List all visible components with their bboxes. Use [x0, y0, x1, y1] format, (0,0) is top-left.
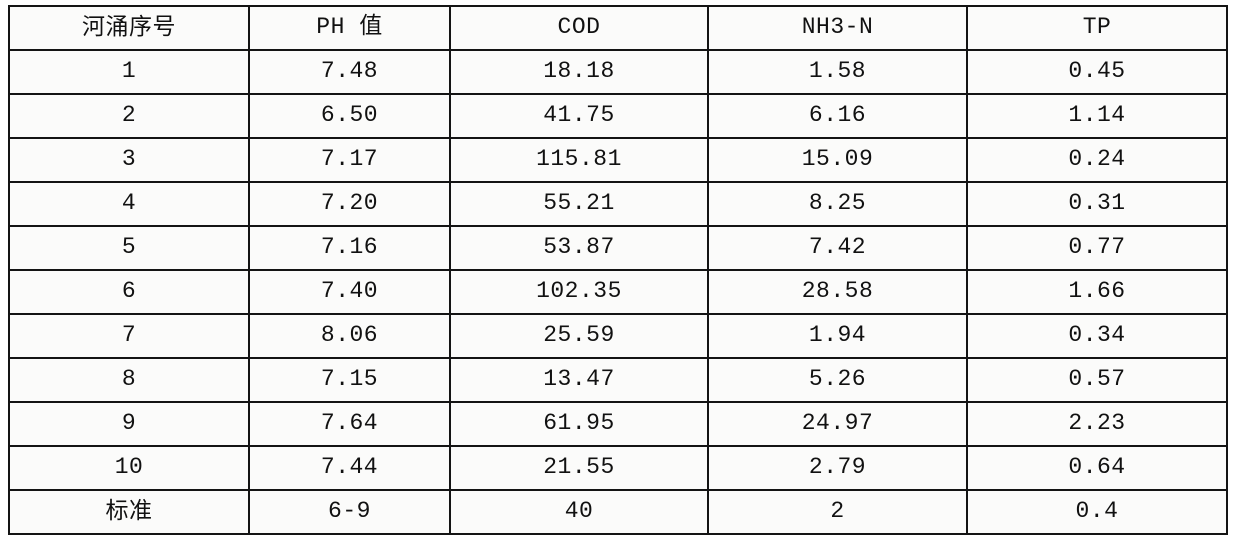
table-row: 7 8.06 25.59 1.94 0.34	[8, 313, 1228, 359]
cell-cod: 25.59	[449, 313, 709, 359]
cell-tp: 0.24	[966, 137, 1228, 183]
cell-cod: 102.35	[449, 269, 709, 315]
table-row: 3 7.17 115.81 15.09 0.24	[8, 137, 1228, 183]
cell-river-id: 1	[8, 49, 250, 95]
cell-nh3n: 5.26	[707, 357, 968, 403]
column-header-cod: COD	[449, 5, 709, 51]
table-row: 9 7.64 61.95 24.97 2.23	[8, 401, 1228, 447]
cell-river-id: 8	[8, 357, 250, 403]
cell-cod: 53.87	[449, 225, 709, 271]
table-header: 河涌序号 PH 值 COD NH3-N TP	[8, 5, 1228, 51]
table-row: 1 7.48 18.18 1.58 0.45	[8, 49, 1228, 95]
cell-ph: 6.50	[248, 93, 451, 139]
cell-cod: 55.21	[449, 181, 709, 227]
cell-tp: 0.45	[966, 49, 1228, 95]
cell-tp: 0.57	[966, 357, 1228, 403]
cell-standard-cod: 40	[449, 489, 709, 535]
cell-nh3n: 1.58	[707, 49, 968, 95]
cell-river-id: 9	[8, 401, 250, 447]
cell-tp: 0.64	[966, 445, 1228, 491]
cell-nh3n: 1.94	[707, 313, 968, 359]
cell-nh3n: 6.16	[707, 93, 968, 139]
cell-ph: 7.44	[248, 445, 451, 491]
cell-cod: 115.81	[449, 137, 709, 183]
table-row: 8 7.15 13.47 5.26 0.57	[8, 357, 1228, 403]
cell-tp: 0.31	[966, 181, 1228, 227]
column-header-tp: TP	[966, 5, 1228, 51]
cell-cod: 13.47	[449, 357, 709, 403]
cell-tp: 0.77	[966, 225, 1228, 271]
cell-tp: 2.23	[966, 401, 1228, 447]
table-row: 6 7.40 102.35 28.58 1.66	[8, 269, 1228, 315]
cell-ph: 7.48	[248, 49, 451, 95]
cell-river-id: 6	[8, 269, 250, 315]
cell-river-id: 4	[8, 181, 250, 227]
cell-ph: 7.64	[248, 401, 451, 447]
cell-river-id: 5	[8, 225, 250, 271]
table-row: 4 7.20 55.21 8.25 0.31	[8, 181, 1228, 227]
water-quality-table-container: 河涌序号 PH 值 COD NH3-N TP 1 7.48 18.18 1.58…	[8, 5, 1228, 535]
cell-nh3n: 28.58	[707, 269, 968, 315]
column-header-ph: PH 值	[248, 5, 451, 51]
cell-ph: 7.40	[248, 269, 451, 315]
cell-nh3n: 15.09	[707, 137, 968, 183]
cell-river-id: 3	[8, 137, 250, 183]
column-header-river-id: 河涌序号	[8, 5, 250, 51]
cell-ph: 7.16	[248, 225, 451, 271]
column-header-nh3n: NH3-N	[707, 5, 968, 51]
cell-river-id: 2	[8, 93, 250, 139]
cell-standard-ph: 6-9	[248, 489, 451, 535]
cell-standard-tp: 0.4	[966, 489, 1228, 535]
cell-river-id: 7	[8, 313, 250, 359]
table-row-standard: 标准 6-9 40 2 0.4	[8, 489, 1228, 535]
table-row: 10 7.44 21.55 2.79 0.64	[8, 445, 1228, 491]
cell-ph: 7.17	[248, 137, 451, 183]
table-body: 1 7.48 18.18 1.58 0.45 2 6.50 41.75 6.16…	[8, 49, 1228, 535]
cell-nh3n: 24.97	[707, 401, 968, 447]
cell-cod: 21.55	[449, 445, 709, 491]
water-quality-table: 河涌序号 PH 值 COD NH3-N TP 1 7.48 18.18 1.58…	[8, 5, 1228, 535]
cell-river-id: 10	[8, 445, 250, 491]
cell-standard-label: 标准	[8, 489, 250, 535]
table-row: 5 7.16 53.87 7.42 0.77	[8, 225, 1228, 271]
cell-nh3n: 2.79	[707, 445, 968, 491]
cell-ph: 7.20	[248, 181, 451, 227]
cell-tp: 1.14	[966, 93, 1228, 139]
cell-ph: 8.06	[248, 313, 451, 359]
table-row: 2 6.50 41.75 6.16 1.14	[8, 93, 1228, 139]
cell-tp: 0.34	[966, 313, 1228, 359]
table-header-row: 河涌序号 PH 值 COD NH3-N TP	[8, 5, 1228, 51]
cell-nh3n: 8.25	[707, 181, 968, 227]
cell-tp: 1.66	[966, 269, 1228, 315]
cell-cod: 18.18	[449, 49, 709, 95]
cell-ph: 7.15	[248, 357, 451, 403]
cell-cod: 61.95	[449, 401, 709, 447]
cell-nh3n: 7.42	[707, 225, 968, 271]
cell-cod: 41.75	[449, 93, 709, 139]
cell-standard-nh3n: 2	[707, 489, 968, 535]
